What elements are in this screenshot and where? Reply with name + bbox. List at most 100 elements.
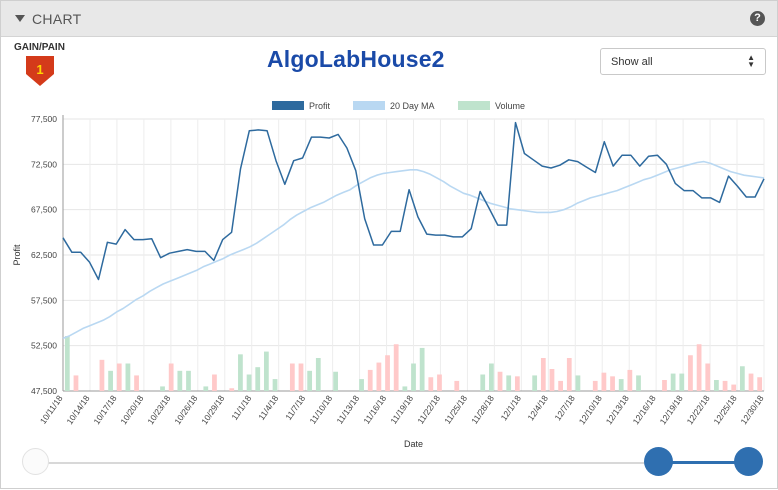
volume-bar [359,379,364,391]
volume-bar [134,375,139,391]
volume-bar [99,359,105,391]
range-handle-end[interactable] [734,447,763,476]
volume-bar [506,375,512,391]
panel-header[interactable]: CHART ? [1,1,777,37]
volume-bar [212,374,217,391]
volume-bar [160,386,165,391]
volume-bar [246,374,252,391]
volume-bar [255,367,261,391]
x-tick-label: 11/7/18 [283,393,307,422]
legend-label: 20 Day MA [390,101,435,111]
volume-bar [186,370,191,391]
range-slider-track[interactable] [37,462,749,464]
x-tick-label: 12/30/18 [738,393,765,426]
volume-bar [731,384,737,391]
x-tick-label: 12/22/18 [685,393,712,426]
x-tick-label: 12/4/18 [525,393,550,422]
volume-bar [419,347,425,391]
volume-bar [411,363,416,391]
x-tick-label: 11/4/18 [256,393,280,422]
volume-bar [367,369,373,391]
legend-label: Volume [495,101,525,111]
volume-bar [428,377,434,391]
gain-pain-label: GAIN/PAIN [14,42,65,53]
legend-swatch [458,101,490,110]
x-tick-label: 10/14/18 [64,393,91,426]
volume-bar [125,363,131,391]
legend-label: Profit [309,101,331,111]
volume-bar [393,344,399,391]
x-tick-label: 10/17/18 [91,393,118,426]
help-icon[interactable]: ? [750,11,765,26]
volume-bar [454,380,460,391]
volume-bar [376,362,382,391]
volume-bar [402,386,408,391]
legend-swatch [272,101,304,110]
volume-bar [263,351,269,391]
volume-bar [203,386,209,391]
x-tick-label: 11/13/18 [334,393,361,426]
x-tick-label: 11/28/18 [469,393,496,426]
volume-bar [714,380,719,391]
volume-bar [757,377,763,391]
volume-bar [307,370,313,391]
y-tick-label: 77,500 [31,114,57,124]
panel-title: CHART [32,11,82,27]
y-tick-label: 72,500 [31,159,57,169]
volume-bar [272,379,278,391]
volume-bar [238,354,243,391]
volume-bar [549,369,555,391]
volume-bar [679,373,685,391]
volume-bar [108,370,113,391]
volume-bar [739,366,745,391]
x-tick-label: 11/10/18 [307,393,334,426]
volume-bar [497,371,503,391]
volume-bar [705,363,711,391]
profit-series-line [62,121,765,281]
volume-bar [480,374,486,391]
volume-bar [670,373,676,391]
x-tick-label: 11/19/18 [388,393,415,426]
volume-bar [558,380,564,391]
volume-bar [116,363,122,391]
volume-bar [73,375,79,391]
gain-pain-value: 1 [36,62,43,77]
x-tick-label: 12/1/18 [499,393,524,422]
x-tick-label: 12/7/18 [552,393,577,422]
ma-series-line [62,160,765,340]
range-handle-start[interactable] [644,447,673,476]
app-title: AlgoLabHouse2 [267,46,445,72]
volume-bar [532,375,538,391]
x-tick-label: 10/11/18 [38,393,65,426]
volume-bar [333,371,338,391]
x-tick-label: 12/19/18 [658,393,685,426]
x-tick-label: 11/1/18 [229,393,253,422]
collapse-caret-icon[interactable] [15,15,25,22]
x-tick-label: 11/16/18 [361,393,388,426]
y-tick-label: 67,500 [31,205,57,215]
x-tick-label: 10/23/18 [145,393,172,426]
volume-bar [636,375,641,391]
volume-bar [514,376,520,391]
volume-bar [618,379,624,391]
filter-select[interactable]: Show all ▲ ▼ [600,48,766,75]
x-tick-label: 11/25/18 [442,393,469,426]
x-tick-label: 11/22/18 [415,393,442,426]
volume-bar [229,388,235,391]
x-tick-label: 12/16/18 [631,393,658,426]
volume-bar [601,372,607,391]
volume-bar [177,370,183,391]
volume-bar [696,344,702,391]
slider-handle-left[interactable] [22,448,49,475]
volume-bar [610,376,615,391]
range-slider-selection [659,461,749,464]
volume-bar [575,375,581,391]
volume-bar [298,363,304,391]
volume-bar [289,363,295,391]
volume-bar [748,373,754,391]
volume-bar [168,363,174,391]
x-tick-label: 12/13/18 [604,393,631,426]
y-axis-title: Profit [12,244,22,266]
volume-bar [489,363,494,391]
